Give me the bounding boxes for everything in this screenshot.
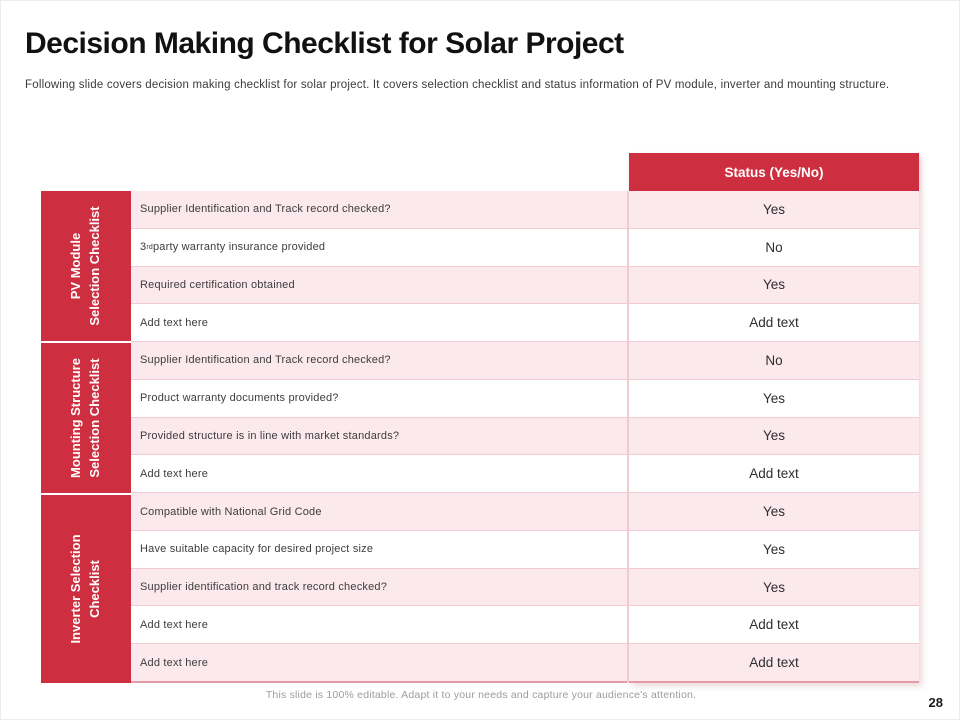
section-mounting-structure: Mounting Structure Selection Checklist xyxy=(41,343,131,496)
checklist-table: Status (Yes/No) PV Module Selection Chec… xyxy=(41,153,919,683)
table-body: PV Module Selection Checklist Mounting S… xyxy=(41,191,919,683)
section-label: Mounting Structure Selection Checklist xyxy=(68,358,102,479)
status-cell: Yes xyxy=(629,417,919,456)
slide-subtitle: Following slide covers decision making c… xyxy=(25,79,890,91)
status-column: Yes No Yes Add text No Yes Yes Add text … xyxy=(629,191,919,683)
checklist-item: Compatible with National Grid Code xyxy=(131,493,627,531)
status-cell: No xyxy=(629,342,919,380)
status-cell: Add text xyxy=(629,644,919,681)
checklist-item: Add text here xyxy=(131,606,627,645)
status-cell: Add text xyxy=(629,304,919,343)
status-cell: Yes xyxy=(629,493,919,531)
status-cell: Add text xyxy=(629,455,919,494)
page-number: 28 xyxy=(928,695,943,710)
footer-note: This slide is 100% editable. Adapt it to… xyxy=(265,689,697,701)
section-inverter: Inverter Selection Checklist xyxy=(41,495,131,683)
checklist-item: Product warranty documents provided? xyxy=(131,379,627,418)
page-title: Decision Making Checklist for Solar Proj… xyxy=(25,27,624,60)
checklist-item: Add text here xyxy=(131,304,627,343)
column-divider xyxy=(627,191,629,683)
checklist-item: Add text here xyxy=(131,644,627,681)
status-cell: Yes xyxy=(629,379,919,418)
checklist-item: Provided structure is in line with marke… xyxy=(131,417,627,456)
status-cell: Add text xyxy=(629,606,919,645)
status-cell: Yes xyxy=(629,191,919,229)
checklist-item: Required certification obtained xyxy=(131,266,627,305)
status-cell: Yes xyxy=(629,568,919,607)
checklist-item: Supplier Identification and Track record… xyxy=(131,342,627,380)
section-label-column: PV Module Selection Checklist Mounting S… xyxy=(41,191,131,683)
checklist-item: Supplier identification and track record… xyxy=(131,568,627,607)
section-pv-module: PV Module Selection Checklist xyxy=(41,191,131,344)
checklist-item: Supplier Identification and Track record… xyxy=(131,191,627,229)
checklist-item: Have suitable capacity for desired proje… xyxy=(131,530,627,569)
checklist-item: Add text here xyxy=(131,455,627,494)
checklist-item-column: Supplier Identification and Track record… xyxy=(131,191,627,683)
status-cell: Yes xyxy=(629,266,919,305)
status-cell: Yes xyxy=(629,530,919,569)
status-column-header: Status (Yes/No) xyxy=(629,153,919,191)
status-cell: No xyxy=(629,228,919,267)
section-label: Inverter Selection Checklist xyxy=(68,534,102,644)
section-label: PV Module Selection Checklist xyxy=(68,206,102,326)
